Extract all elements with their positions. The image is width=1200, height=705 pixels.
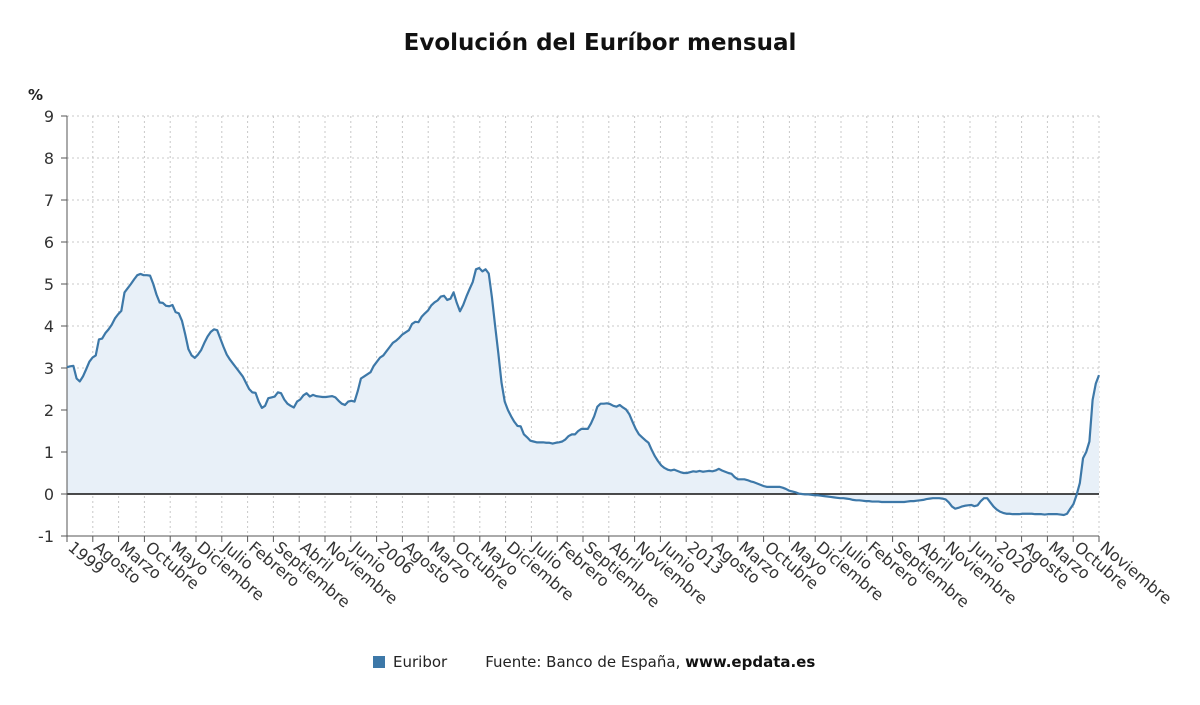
legend-label-euribor: Euribor <box>393 653 448 671</box>
y-tick-label: 5 <box>44 275 54 294</box>
y-tick-label: -1 <box>38 527 54 546</box>
x-axis-ticks: 1999AgostoMarzoOctubreMayoDiciembreJulio… <box>64 536 1176 612</box>
chart-title: Evolución del Euríbor mensual <box>403 30 797 56</box>
y-tick-label: 1 <box>44 443 54 462</box>
y-axis-ticks: -1 0 1 2 3 4 5 6 7 8 9 <box>38 107 67 546</box>
y-tick-label: 7 <box>44 191 54 210</box>
euribor-series-line <box>66 266 1101 517</box>
y-tick-label: 4 <box>44 317 54 336</box>
y-axis-unit: % <box>28 86 43 104</box>
y-tick-label: 9 <box>44 107 54 126</box>
legend-swatch-euribor <box>373 656 385 668</box>
y-tick-label: 6 <box>44 233 54 252</box>
source-url[interactable]: www.epdata.es <box>685 653 816 671</box>
source-text: Fuente: Banco de España, <box>485 653 686 671</box>
y-tick-label: 3 <box>44 359 54 378</box>
y-tick-label: 0 <box>44 485 54 504</box>
euribor-area <box>67 268 1099 515</box>
euribor-chart: -1 0 1 2 3 4 5 6 7 8 9 1999AgostoMarzoOctubreMayoD… <box>28 86 1176 612</box>
y-tick-label: 8 <box>44 149 54 168</box>
legend: Euribor Fuente: Banco de España, www.epd… <box>373 652 815 672</box>
y-tick-label: 2 <box>44 401 54 420</box>
